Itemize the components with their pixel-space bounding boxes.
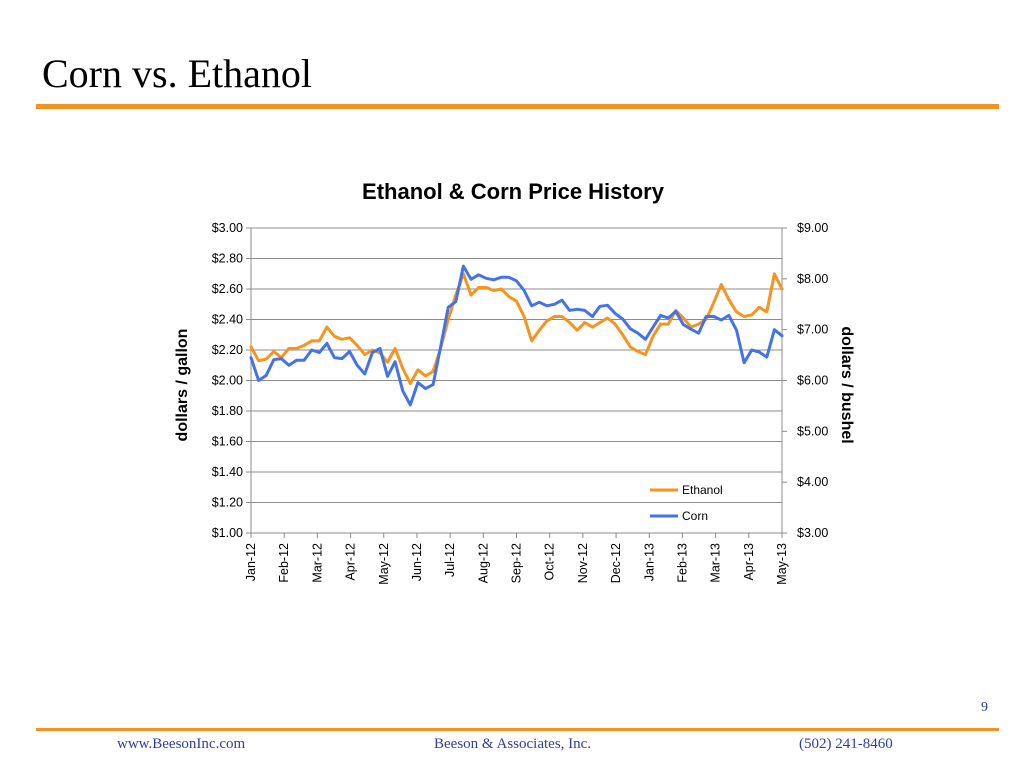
x-axis-ticks: Jan-12 Feb-12 Mar-12 Apr-12 May-12 Jun-12 Jul-…: [244, 543, 789, 585]
x-tick-label: Jun-12: [410, 543, 424, 581]
x-tick-label: Jul-12: [443, 543, 457, 577]
left-tick-label: $2.80: [212, 252, 243, 266]
ethanol-corn-chart: $1.00 $1.20 $1.40 $1.60 $1.80 $2.00 $2.20 $2.40…: [174, 179, 855, 585]
left-tick-label: $2.20: [212, 343, 243, 357]
right-tick-label: $5.00: [797, 424, 828, 438]
left-tick-label: $1.60: [212, 435, 243, 449]
x-tick-label: May-12: [377, 543, 391, 585]
footer-company: Beeson & Associates, Inc.: [434, 736, 592, 752]
chart-gridlines: [251, 227, 782, 534]
x-tick-label: Feb-13: [675, 543, 689, 583]
x-tick-label: Jan-12: [244, 543, 258, 581]
left-tick-label: $1.40: [212, 465, 243, 479]
right-tick-label: $4.00: [797, 475, 828, 489]
footer-phone: (502) 241-8460: [799, 736, 893, 752]
x-tick-label: Mar-12: [310, 543, 324, 583]
left-tick-label: $1.80: [212, 404, 243, 418]
x-tick-label: Mar-13: [709, 543, 723, 583]
x-tick-label: Jan-13: [642, 543, 656, 581]
footer-divider: [36, 728, 999, 731]
x-tick-label: Dec-12: [609, 543, 623, 583]
right-axis-title: dollars / bushel: [838, 326, 855, 443]
left-tick-label: $1.00: [212, 526, 243, 540]
footer-website[interactable]: www.BeesonInc.com: [117, 736, 246, 752]
x-tick-label: Feb-12: [277, 543, 291, 583]
right-tick-label: $9.00: [797, 221, 828, 235]
series-line-corn: [249, 264, 784, 407]
chart-title: Ethanol & Corn Price History: [362, 179, 665, 204]
right-tick-label: $6.00: [797, 374, 828, 388]
page-number: 9: [981, 700, 988, 715]
chart-series: [249, 264, 784, 407]
right-tick-label: $7.00: [797, 323, 828, 337]
legend-corn-label: Corn: [682, 509, 708, 523]
right-tick-label: $3.00: [797, 526, 828, 540]
right-axis-ticks: $3.00 $4.00 $5.00 $6.00 $7.00 $8.00 $9.00: [797, 221, 828, 540]
x-tick-label: Apr-13: [742, 543, 756, 581]
legend-ethanol-label: Ethanol: [682, 483, 723, 497]
x-tick-label: Aug-12: [476, 543, 490, 583]
left-axis-ticks: $1.00 $1.20 $1.40 $1.60 $1.80 $2.00 $2.20 $2.40…: [212, 221, 243, 540]
x-tick-label: May-13: [775, 543, 789, 585]
x-tick-label: Sep-12: [510, 543, 524, 583]
chart-axes: [246, 227, 787, 538]
left-tick-label: $2.60: [212, 282, 243, 296]
left-tick-label: $2.00: [212, 374, 243, 388]
left-tick-label: $3.00: [212, 221, 243, 235]
left-tick-label: $1.20: [212, 496, 243, 510]
slide-title: Corn vs. Ethanol: [42, 51, 312, 96]
series-line-ethanol: [249, 272, 784, 386]
left-tick-label: $2.40: [212, 313, 243, 327]
title-divider: [36, 104, 999, 109]
x-tick-label: Oct-12: [543, 543, 557, 581]
x-tick-label: Apr-12: [344, 543, 358, 581]
chart-legend: Ethanol Corn: [650, 483, 723, 523]
left-axis-title: dollars / gallon: [174, 329, 191, 442]
right-tick-label: $8.00: [797, 272, 828, 286]
x-tick-label: Nov-12: [576, 543, 590, 583]
